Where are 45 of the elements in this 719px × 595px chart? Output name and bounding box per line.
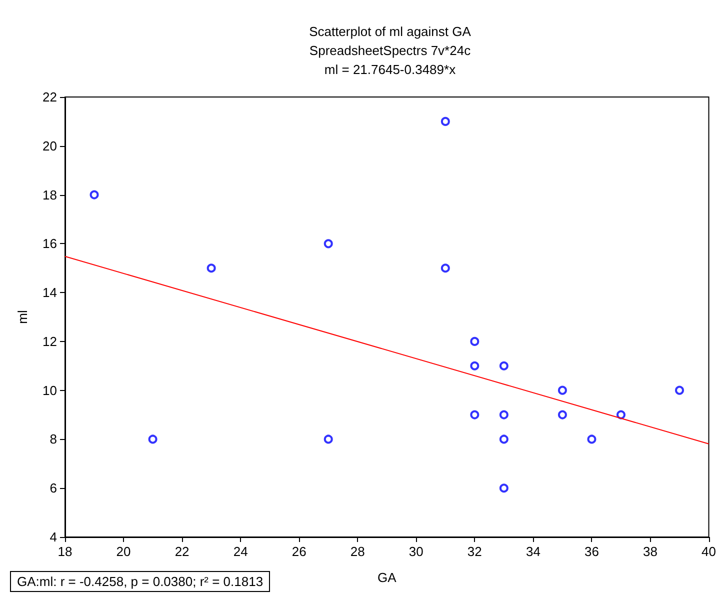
- point: [499, 361, 508, 370]
- point: [499, 434, 508, 444]
- point: [148, 434, 158, 444]
- y-tick-label: 14: [42, 285, 57, 300]
- y-tick-label: 8: [50, 432, 57, 447]
- point: [499, 484, 508, 493]
- point: [675, 386, 684, 395]
- chart-title: Scatterplot of ml against GA: [309, 24, 471, 39]
- y-tick-label: 12: [42, 334, 57, 349]
- y-tick-label: 20: [42, 138, 57, 154]
- point: [440, 264, 450, 273]
- x-tick-label: 34: [526, 544, 540, 559]
- point: [90, 190, 99, 200]
- x-axis-title: GA: [377, 570, 397, 585]
- point: [470, 361, 480, 370]
- y-axis-title: ml: [15, 310, 30, 324]
- x-tick-label: 26: [292, 544, 306, 559]
- text: GA:ml: r = -0.4258, p = 0.0380; r² = 0.1813: [10, 571, 270, 592]
- y-tick-label: 10: [42, 382, 57, 398]
- x-tick-label: 30: [408, 544, 424, 559]
- point: [324, 239, 333, 248]
- x-tick-label: 38: [643, 544, 658, 559]
- y-tick-label: 18: [42, 187, 57, 202]
- x-tick-label: 32: [467, 544, 482, 559]
- y-tick-label: 6: [50, 480, 57, 496]
- y-tick-label: 4: [50, 530, 57, 544]
- x-tick-label: 20: [116, 544, 131, 559]
- x-tick-label: 28: [350, 544, 365, 559]
- x-tick-label: 40: [702, 544, 716, 559]
- point: [558, 410, 567, 420]
- y-tick-label: 16: [42, 236, 57, 252]
- chart-subtitle: SpreadsheetSpectrs 7v*24c ml = 21.7645-0.3489*x: [309, 43, 471, 77]
- point: [499, 410, 508, 420]
- y-tick-label: 22: [42, 90, 57, 104]
- x-tick-label: 24: [233, 544, 248, 559]
- x-tick-label: 36: [584, 544, 599, 559]
- point: [470, 336, 480, 346]
- point: [616, 410, 626, 420]
- x-tick-label: 22: [174, 544, 190, 559]
- point: [206, 264, 216, 273]
- point: [470, 410, 480, 420]
- point: [324, 434, 333, 444]
- point: [587, 434, 596, 444]
- point: [558, 386, 567, 395]
- point: [440, 116, 450, 126]
